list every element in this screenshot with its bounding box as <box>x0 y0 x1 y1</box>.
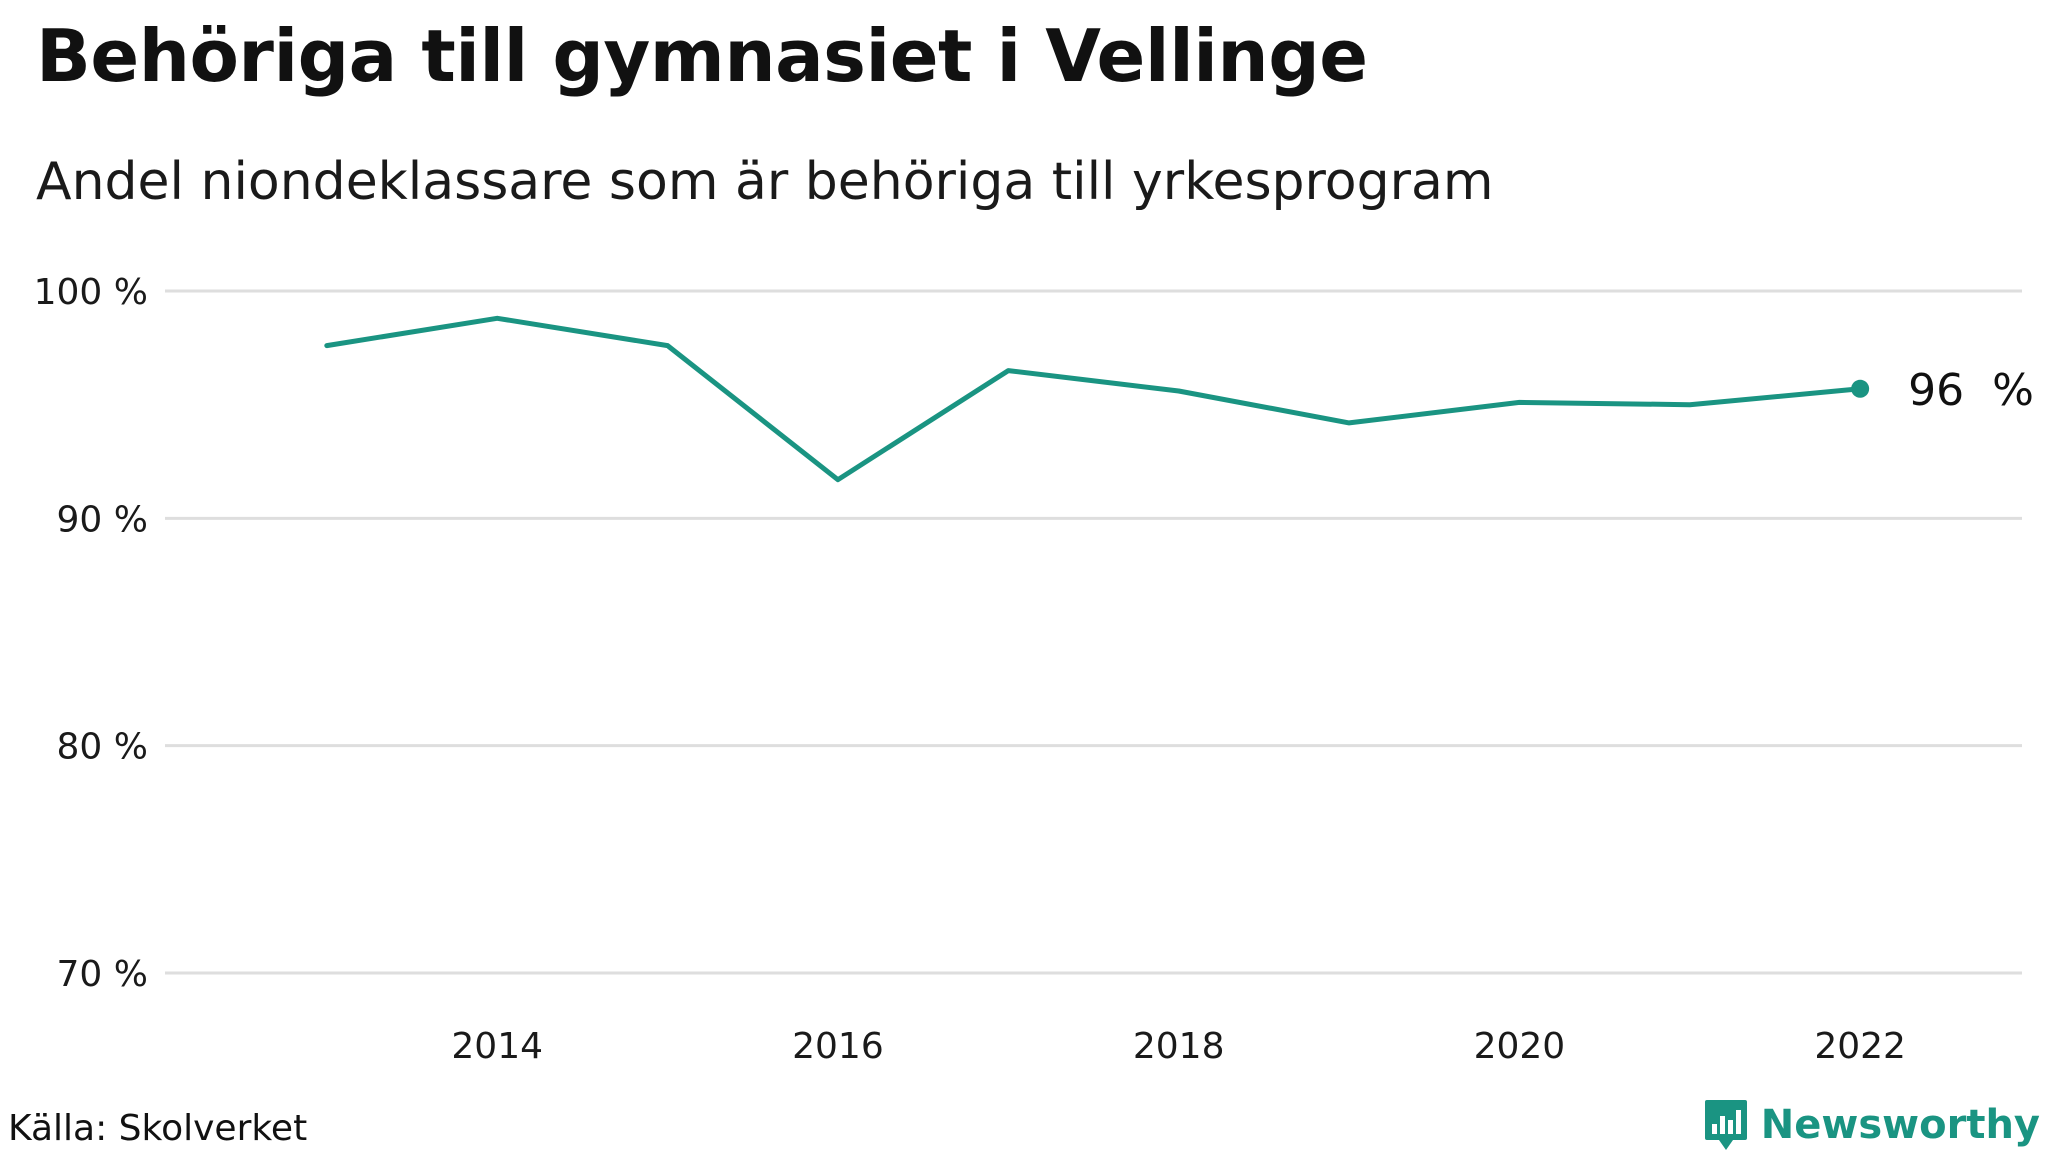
x-tick-label: 2018 <box>1133 1026 1225 1067</box>
x-axis-tick-labels: 2014 2016 2018 2020 2022 <box>451 1026 1906 1067</box>
x-tick-label: 2014 <box>451 1026 543 1067</box>
y-tick-label: 80 % <box>57 727 148 768</box>
x-tick-label: 2020 <box>1474 1026 1566 1067</box>
x-tick-label: 2022 <box>1814 1026 1906 1067</box>
y-tick-label: 90 % <box>57 499 148 540</box>
newsworthy-logo-icon <box>1704 1100 1747 1150</box>
chart-subtitle: Andel niondeklassare som är behöriga til… <box>36 152 1494 212</box>
end-value-label: 96 % <box>1908 365 2034 416</box>
series-layer: 96 % <box>324 315 2034 483</box>
series-line <box>324 315 1863 483</box>
y-axis-tick-labels: 70 % 80 % 90 % 100 % <box>34 272 148 995</box>
brand-name: Newsworthy <box>1760 1102 2040 1148</box>
y-tick-label: 100 % <box>34 272 148 313</box>
y-tick-label: 70 % <box>57 954 148 995</box>
chart-title: Behöriga till gymnasiet i Vellinge <box>36 14 1368 98</box>
gridlines <box>165 289 2022 975</box>
x-tick-label: 2016 <box>792 1026 884 1067</box>
brand-logo: Newsworthy <box>1703 1098 2040 1152</box>
source-note: Källa: Skolverket <box>8 1108 308 1149</box>
end-point-marker <box>1851 379 1870 398</box>
